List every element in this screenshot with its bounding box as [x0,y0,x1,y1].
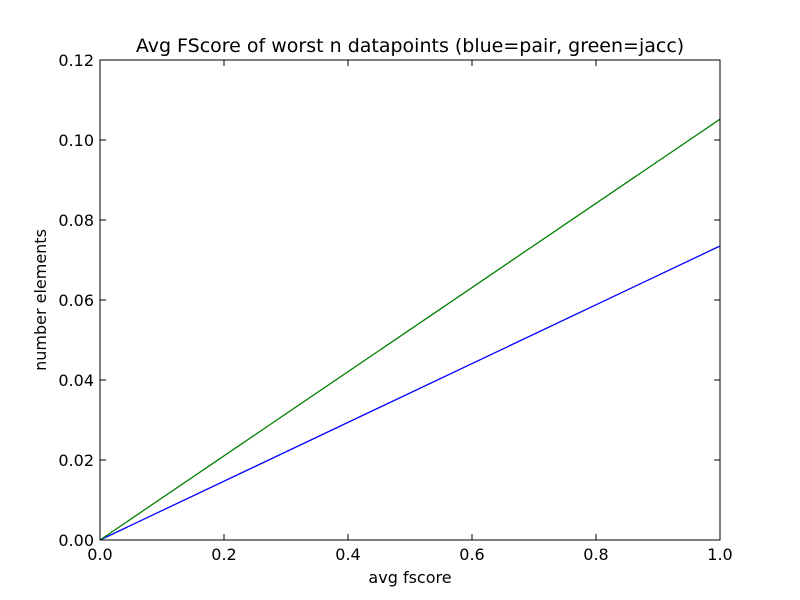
x-tick-label: 0.6 [459,545,484,564]
series-layer [99,118,721,541]
y-axis-label: number elements [31,229,50,371]
x-tick-label: 0.2 [211,545,236,564]
y-tick-label: 0.00 [58,531,94,550]
x-tick-label: 0.8 [583,545,608,564]
plot-frame [99,59,721,541]
y-tick-label: 0.06 [58,291,94,310]
tick-layer: 0.0 0.2 0.4 0.6 0.8 1.0 0.00 0.02 0.04 0.06 0.08 0.… [58,51,732,564]
chart-title: Avg FScore of worst n datapoints (blue=p… [136,35,684,57]
x-tick-label: 0.0 [87,545,112,564]
x-tick-label: 0.4 [335,545,360,564]
y-tick-label: 0.10 [58,131,94,150]
x-axis-label: avg fscore [368,568,451,587]
x-tick-label: 1.0 [707,545,732,564]
y-tick-label: 0.02 [58,451,94,470]
series-0-line [99,245,721,541]
series-1-line [99,118,721,541]
y-tick-label: 0.08 [58,211,94,230]
y-tick-label: 0.12 [58,51,94,70]
y-tick-label: 0.04 [58,371,94,390]
